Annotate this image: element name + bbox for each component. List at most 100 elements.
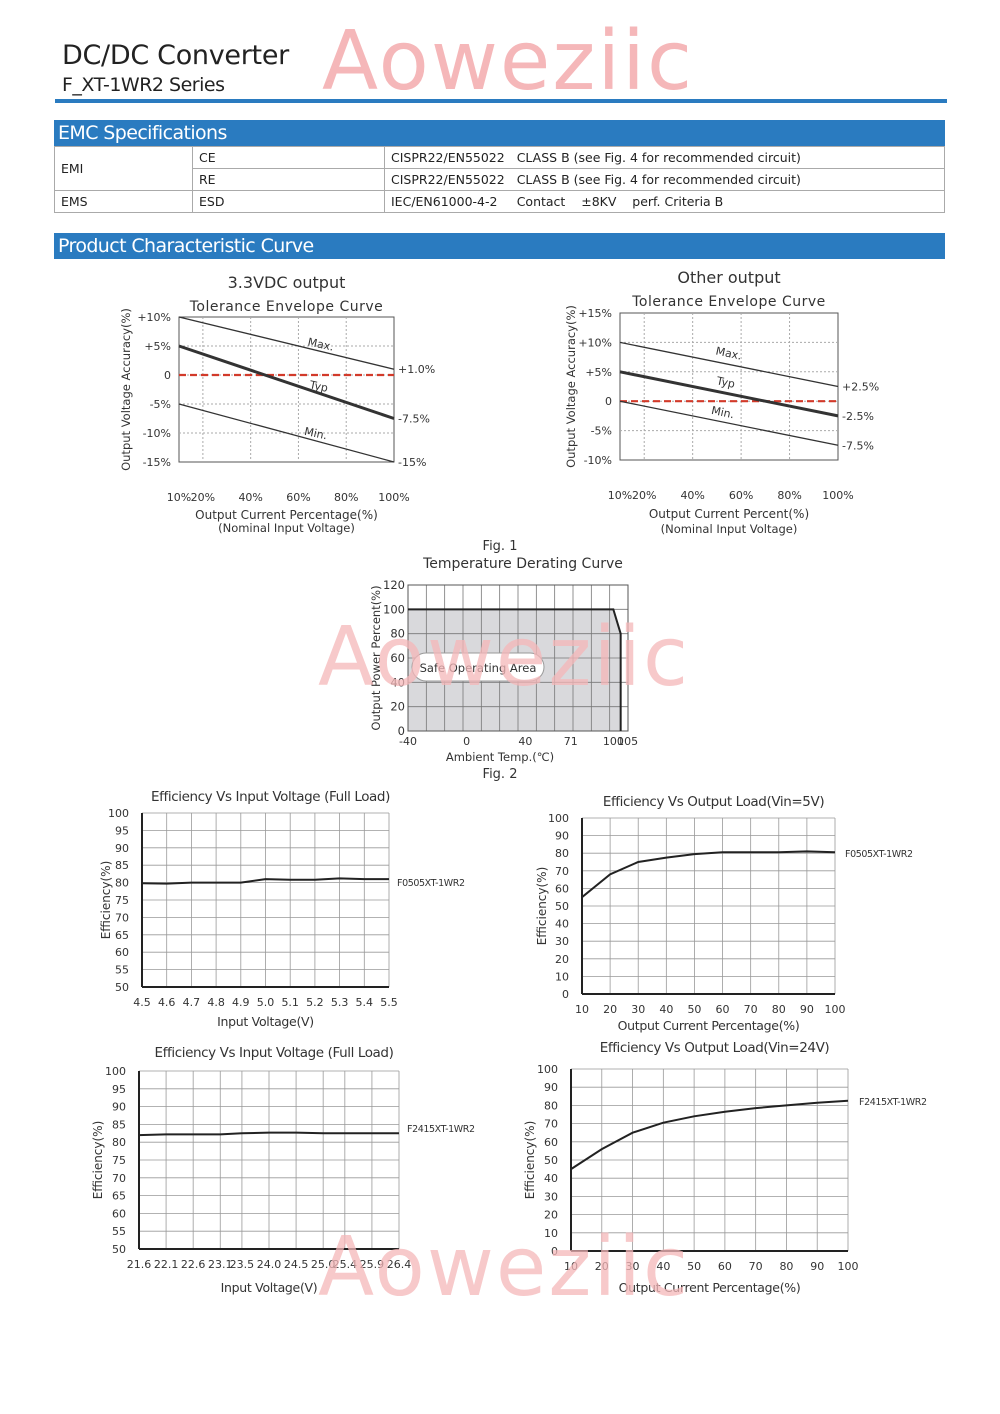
y-tick-label: 0 xyxy=(605,395,612,408)
x-axis-sublabel: (Nominal Input Voltage) xyxy=(218,521,355,535)
y-tick-label: 90 xyxy=(555,830,569,843)
series-label: F0505XT-1WR2 xyxy=(397,878,465,889)
plot-frame xyxy=(407,584,629,732)
x-tick-label: 60 xyxy=(718,1260,732,1273)
efficiency-line xyxy=(581,850,836,898)
watermark-logo: Aoweziic xyxy=(318,1220,691,1315)
chart-subtitle: Tolerance Envelope Curve xyxy=(189,299,384,315)
y-axis-label: Output Voltage Accuracy(%) xyxy=(119,308,133,471)
y-tick-label: 10 xyxy=(555,970,569,983)
y-tick-label: 50 xyxy=(112,1243,126,1256)
x-tick-label: 100 xyxy=(838,1260,859,1273)
chart-title: Efficiency Vs Output Load(Vin=5V) xyxy=(603,794,825,810)
x-tick-label: 23.5 xyxy=(230,1258,255,1271)
y-tick-label: +10% xyxy=(578,336,612,349)
x-tick-label: 40% xyxy=(680,489,704,502)
table-row: EMI CE CISPR22/EN55022 CLASS B (see Fig.… xyxy=(54,146,945,191)
series-line xyxy=(619,400,839,446)
series-label: Max. xyxy=(307,335,335,353)
x-tick-label: 23.1 xyxy=(208,1258,233,1271)
y-tick-label: 80 xyxy=(390,627,405,641)
chart-subtitle: Tolerance Envelope Curve xyxy=(631,294,826,310)
y-tick-label: 0 xyxy=(398,724,405,738)
x-tick-label: 105 xyxy=(617,735,638,748)
x-tick-label: 26.4 xyxy=(387,1258,412,1271)
series-label: Min. xyxy=(710,404,735,422)
x-tick-label: 22.6 xyxy=(181,1258,206,1271)
x-axis-label: Output Current Percentage(%) xyxy=(618,1018,800,1033)
efficiency-line xyxy=(138,1131,399,1137)
y-tick-label: 55 xyxy=(115,964,129,977)
series-label: F2415XT-1WR2 xyxy=(859,1097,927,1108)
x-tick-label: 40 xyxy=(656,1260,670,1273)
emc-standard-cell: IEC/EN61000-4-2 xyxy=(383,190,511,213)
y-tick-label: 100 xyxy=(108,807,129,820)
chart-title: Efficiency Vs Input Voltage (Full Load) xyxy=(155,1045,394,1061)
x-axis-label: Ambient Temp.(℃) xyxy=(446,750,554,764)
y-tick-label: 80 xyxy=(112,1136,126,1149)
y-tick-label: 100 xyxy=(537,1063,558,1076)
table-row: EMS ESD IEC/EN61000-4-2 Contact ±8KV per… xyxy=(54,190,945,213)
y-tick-label: 75 xyxy=(112,1154,126,1167)
x-tick-label: 100 xyxy=(603,735,624,748)
x-tick-label: 22.1 xyxy=(154,1258,179,1271)
emc-spec-cell: CLASS B (see Fig. 4 for recommended circ… xyxy=(510,168,945,191)
x-tick-label: 4.7 xyxy=(183,996,201,1009)
x-tick-label: 80% xyxy=(334,491,358,504)
x-tick-label: 100% xyxy=(378,491,409,504)
series-line xyxy=(178,403,395,463)
x-tick-label: 5.0 xyxy=(257,996,275,1009)
x-tick-label: 71 xyxy=(564,735,578,748)
x-tick-label: 5.4 xyxy=(356,996,374,1009)
series-name: F_XT-1WR2 Series xyxy=(62,74,225,96)
y-axis-label: Efficiency(%) xyxy=(99,861,113,940)
y-tick-label: 30 xyxy=(555,935,569,948)
watermark-logo: Aoweziic xyxy=(318,610,691,705)
end-value-label: -7.5% xyxy=(842,439,874,452)
y-tick-label: 90 xyxy=(115,842,129,855)
y-tick-label: +15% xyxy=(578,307,612,320)
end-value-label: -7.5% xyxy=(398,413,430,426)
y-tick-label: -5% xyxy=(591,425,612,438)
x-tick-label: 90 xyxy=(800,1003,814,1016)
y-tick-label: 20 xyxy=(555,953,569,966)
x-tick-label: 5.1 xyxy=(281,996,299,1009)
curves-section-title: Product Characteristic Curve xyxy=(54,233,945,259)
emc-standard-cell: CISPR22/EN55022 xyxy=(383,168,511,191)
y-tick-label: 0 xyxy=(551,1245,558,1258)
watermark-logo: Aoweziic xyxy=(322,14,695,109)
y-tick-label: 10 xyxy=(544,1227,558,1240)
emc-standard-cell: CISPR22/EN55022 xyxy=(383,146,511,169)
y-axis-label: Efficiency(%) xyxy=(535,867,549,946)
header-divider xyxy=(55,99,947,103)
x-tick-label: 30 xyxy=(626,1260,640,1273)
y-tick-label: 0 xyxy=(562,988,569,1001)
emc-spec-cell: Contact ±8KV perf. Criteria B xyxy=(510,190,945,213)
x-tick-label: 10 xyxy=(564,1260,578,1273)
x-tick-label: 10 xyxy=(575,1003,589,1016)
x-tick-label: 70 xyxy=(744,1003,758,1016)
series-label: Min. xyxy=(303,425,328,443)
y-tick-label: 30 xyxy=(544,1190,558,1203)
x-axis-label: Output Current Percentage(%) xyxy=(195,508,378,522)
y-tick-label: 50 xyxy=(555,900,569,913)
plot-frame xyxy=(178,316,395,463)
efficiency-line xyxy=(141,877,389,885)
y-tick-label: 90 xyxy=(544,1081,558,1094)
y-tick-label: +5% xyxy=(144,340,171,353)
chart-title: Temperature Derating Curve xyxy=(422,556,623,572)
x-tick-label: 20 xyxy=(595,1260,609,1273)
y-tick-label: -10% xyxy=(143,427,171,440)
series-line xyxy=(619,370,839,418)
x-tick-label: 100 xyxy=(825,1003,846,1016)
y-tick-label: 80 xyxy=(115,877,129,890)
emc-section-title: EMC Specifications xyxy=(54,120,945,146)
y-tick-label: 80 xyxy=(555,847,569,860)
series-label: Max. xyxy=(715,344,743,362)
end-value-label: -2.5% xyxy=(842,410,874,423)
x-tick-label: 24.5 xyxy=(284,1258,309,1271)
y-tick-label: 95 xyxy=(115,824,129,837)
y-tick-label: 70 xyxy=(112,1172,126,1185)
x-tick-label: 10% xyxy=(608,489,632,502)
x-tick-label: 80% xyxy=(777,489,801,502)
